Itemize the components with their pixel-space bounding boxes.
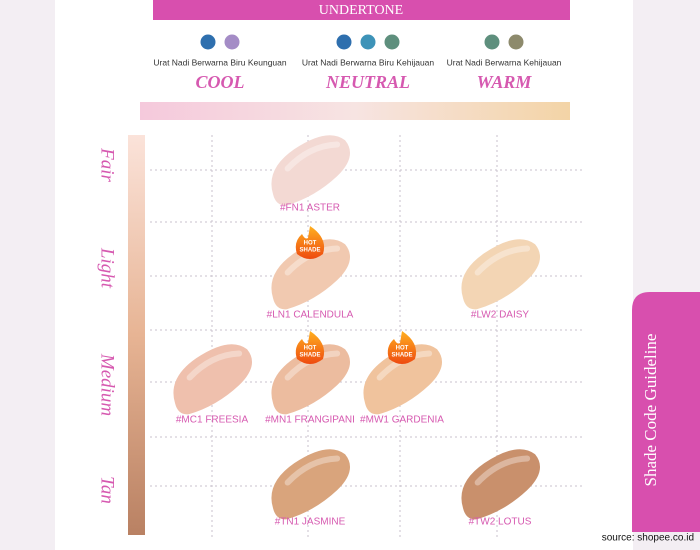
shade-code: #MW1 GARDENIA [360,415,444,426]
undertone-dot [224,34,240,50]
shade-swatch [461,239,541,310]
shade-code: #MN1 FRANGIPANI [265,415,355,426]
hot-badge-text: SHADE [391,353,412,359]
undertone-gradient [140,102,570,120]
shade-code: #TW2 LOTUS [469,517,532,528]
row-label: Medium [97,353,118,416]
undertone-description: Urat Nadi Berwarna Biru Kehijauan [302,57,435,67]
hot-badge [295,331,325,364]
swatch-highlight [474,245,531,276]
swatch-smear [173,344,253,415]
undertone-label: COOL [196,72,245,92]
swatch-smear [271,135,351,206]
row-label: Light [97,247,118,289]
undertone-dot [336,34,352,50]
row-label: Tan [97,476,118,504]
undertone-dot [484,34,500,50]
undertone-description: Urat Nadi Berwarna Biru Keunguan [153,57,287,67]
source: source: shopee.co.id [602,533,694,544]
hot-badge-text: HOT [304,346,317,352]
side-label: Shade Code Guideline [641,334,660,487]
row-label: Fair [97,147,118,182]
shade-swatch [271,449,351,520]
swatch-highlight [284,455,341,486]
swatch-smear [363,344,443,415]
hot-badge [387,331,417,364]
swatch-smear [461,449,541,520]
undertone-label: WARM [477,72,533,92]
swatch-highlight [474,455,531,486]
hot-badge-text: SHADE [299,248,320,254]
undertone-dot [508,34,524,50]
shade-code: #FN1 ASTER [280,203,340,214]
side-tab [632,292,700,532]
swatch-smear [271,239,351,310]
swatch-highlight [284,141,341,172]
swatch-smear [271,344,351,415]
header-title: UNDERTONE [319,3,403,18]
hot-badge-text: HOT [304,241,317,247]
depth-gradient [128,135,145,535]
hot-badge-text: HOT [396,346,409,352]
swatch-smear [461,239,541,310]
hot-badge [295,226,325,259]
undertone-label: NEUTRAL [325,72,410,92]
hot-badge-text: SHADE [299,353,320,359]
header-bar [153,0,570,20]
undertone-description: Urat Nadi Berwarna Kehijauan [447,57,562,67]
shade-swatch [461,449,541,520]
undertone-dot [384,34,400,50]
swatch-smear [271,449,351,520]
shade-code: #TN1 JASMINE [275,517,346,528]
shade-code: #LW2 DAISY [471,310,529,321]
shade-swatch [271,135,351,206]
undertone-dot [200,34,216,50]
shade-code: #MC1 FREESIA [176,415,249,426]
swatch-highlight [186,350,243,381]
undertone-dot [360,34,376,50]
shade-code: #LN1 CALENDULA [267,310,354,321]
shade-swatch [173,344,253,415]
